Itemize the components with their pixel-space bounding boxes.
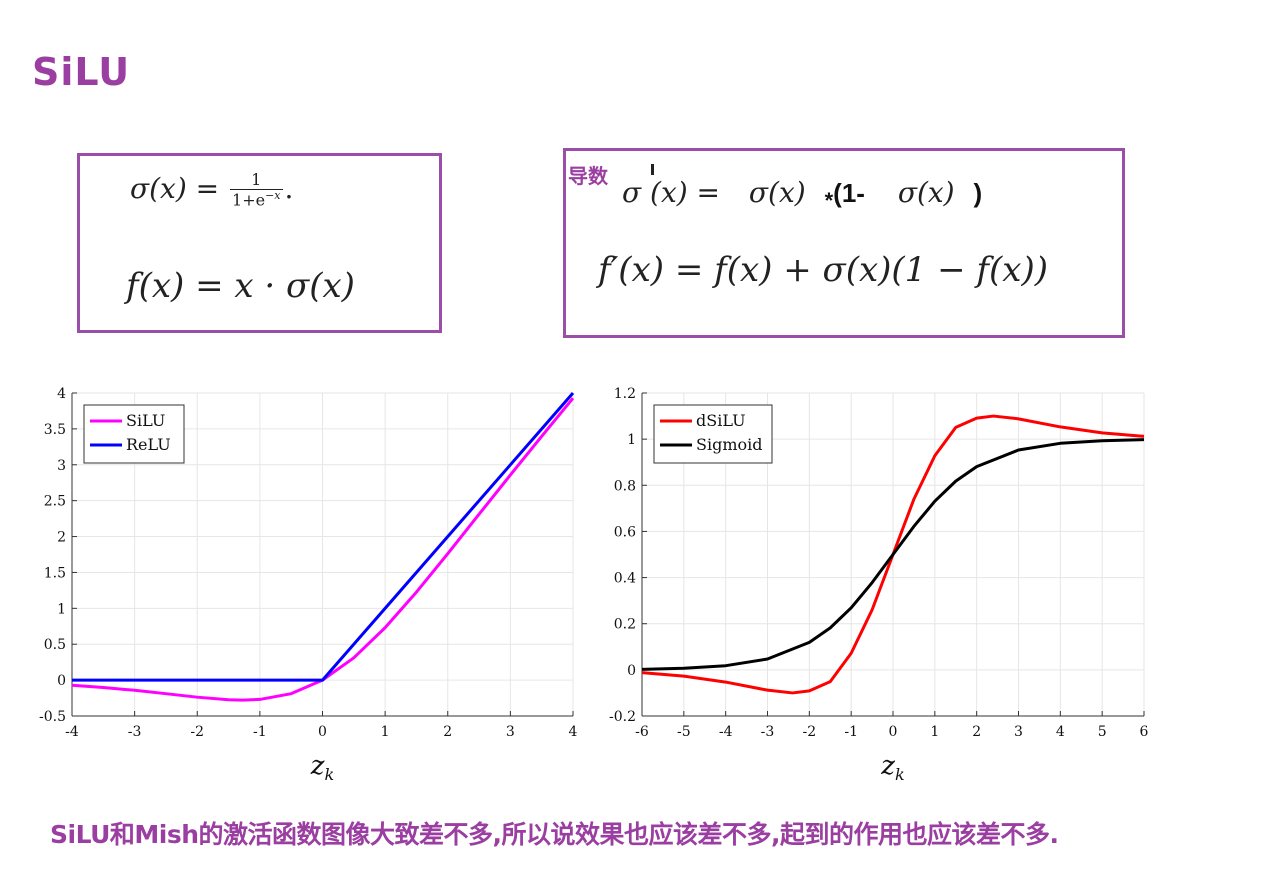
silu-relu-chart: -4 -3 -2 -1 0 1 2 3 4 -0.5 0 0.5 1 1.5 2 2.5 3 3.5 4 SiLU Re… bbox=[39, 386, 578, 784]
sigma-term: σ(x) bbox=[748, 176, 806, 209]
x-tick-label: 3 bbox=[1014, 724, 1023, 740]
sigmoid-fraction: 1 1+e−x bbox=[230, 171, 283, 209]
x-tick-label: 1 bbox=[381, 724, 390, 740]
x-tick-label: 2 bbox=[972, 724, 981, 740]
x-axis-label-subscript: k bbox=[325, 765, 335, 784]
y-tick-label: 0.5 bbox=[44, 637, 66, 653]
series-line-silu bbox=[71, 397, 575, 702]
denominator-exponent: −x bbox=[265, 188, 281, 202]
sigma-term-2: σ(x) bbox=[897, 176, 955, 209]
legend-box bbox=[83, 404, 185, 464]
x-tick-label: -1 bbox=[844, 724, 858, 740]
x-axis-label: zk bbox=[880, 751, 904, 784]
x-tick-label: -4 bbox=[719, 724, 733, 740]
series-line-relu bbox=[72, 392, 575, 682]
sigmoid-lhs: σ(x) = bbox=[130, 172, 220, 205]
y-tick-label: 0.6 bbox=[614, 524, 636, 540]
slide-title: SiLU bbox=[32, 50, 131, 94]
sigmoid-prime-lhs: σ (x) = bbox=[622, 176, 721, 209]
legend-label-silu: SiLU bbox=[126, 411, 165, 430]
x-tick-label: -3 bbox=[761, 724, 775, 740]
x-tick-label: -5 bbox=[677, 724, 691, 740]
series-line-sigmoid bbox=[641, 438, 1145, 671]
y-tick-label: 1 bbox=[57, 601, 66, 617]
x-tick-label: -6 bbox=[635, 724, 649, 740]
y-tick-label: 2.5 bbox=[44, 494, 66, 510]
y-tick-label: -0.5 bbox=[39, 709, 66, 725]
x-tick-label: 2 bbox=[443, 724, 452, 740]
legend-label-relu: ReLU bbox=[126, 435, 171, 454]
x-tick-label: -2 bbox=[803, 724, 817, 740]
y-tick-label: 1.5 bbox=[44, 565, 66, 581]
y-tick-label: 0.4 bbox=[614, 571, 636, 587]
y-tick-label: 0.2 bbox=[614, 617, 636, 633]
legend-label-sigmoid: Sigmoid bbox=[696, 435, 762, 454]
x-tick-label: 5 bbox=[1098, 724, 1107, 740]
sigmoid-formula: σ(x) = 1 1+e−x . bbox=[130, 171, 294, 209]
y-tick-label: 2 bbox=[57, 530, 66, 546]
close-paren: ) bbox=[973, 178, 983, 208]
x-axis-label: zk bbox=[310, 751, 334, 784]
denominator-base: 1+e bbox=[232, 190, 266, 210]
x-axis-label-main: z bbox=[880, 751, 895, 781]
y-tick-label: -0.2 bbox=[609, 709, 636, 725]
multiply-star: * bbox=[824, 188, 834, 213]
fraction-numerator: 1 bbox=[230, 171, 283, 190]
y-tick-label: 0 bbox=[57, 673, 66, 689]
footer-note: SiLU和Mish的激活函数图像大致差不多,所以说效果也应该差不多,起到的作用也… bbox=[50, 820, 1059, 849]
x-axis-label-subscript: k bbox=[895, 765, 905, 784]
x-tick-label: 4 bbox=[1056, 724, 1065, 740]
dsilu-sigmoid-chart: -6 -5 -4 -3 -2 -1 0 1 2 3 4 5 6 -0.2 0 0.2 0.4 0.6 0.8 1 1.2… bbox=[609, 386, 1149, 784]
silu-formula: f(x) = x · σ(x) bbox=[126, 266, 355, 306]
sigmoid-period: . bbox=[284, 172, 294, 205]
x-tick-label: 4 bbox=[569, 724, 578, 740]
x-tick-label: 3 bbox=[506, 724, 515, 740]
x-axis-label-main: z bbox=[310, 751, 325, 781]
silu-derivative-formula: f′(x) = f(x) + σ(x)(1 − f(x)) bbox=[598, 250, 1048, 290]
x-tick-label: -4 bbox=[65, 724, 79, 740]
derivative-label: 导数 bbox=[568, 164, 608, 188]
x-tick-label: -2 bbox=[190, 724, 204, 740]
legend-label-dsilu: dSiLU bbox=[696, 411, 746, 430]
one-minus: (1- bbox=[833, 178, 865, 208]
x-tick-label: 0 bbox=[318, 724, 327, 740]
x-tick-label: -3 bbox=[128, 724, 142, 740]
x-tick-label: 1 bbox=[930, 724, 939, 740]
formula-box-silu bbox=[77, 153, 442, 333]
legend-box bbox=[653, 404, 773, 464]
x-tick-label: -1 bbox=[253, 724, 267, 740]
x-tick-label: 0 bbox=[889, 724, 898, 740]
y-tick-label: 0.8 bbox=[614, 478, 636, 494]
y-tick-label: 4 bbox=[57, 386, 66, 402]
fraction-denominator: 1+e−x bbox=[230, 190, 282, 209]
y-tick-label: 0 bbox=[627, 663, 636, 679]
y-tick-label: 3.5 bbox=[44, 422, 66, 438]
formula-box-derivative bbox=[563, 148, 1125, 338]
y-tick-label: 3 bbox=[57, 458, 66, 474]
y-tick-label: 1 bbox=[627, 432, 636, 448]
x-tick-label: 6 bbox=[1140, 724, 1149, 740]
sigmoid-derivative-formula: σ (x) = σ(x) *(1- σ(x) ) bbox=[622, 176, 982, 214]
y-tick-label: 1.2 bbox=[614, 386, 636, 402]
prime-mark bbox=[651, 164, 654, 175]
